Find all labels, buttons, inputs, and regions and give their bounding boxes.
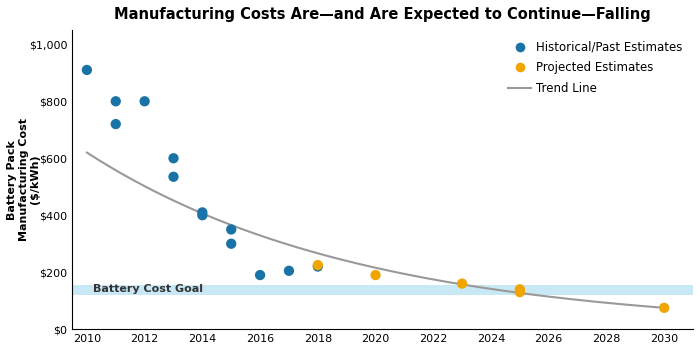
- Point: [456, 281, 468, 286]
- Point: [659, 305, 670, 311]
- Point: [110, 99, 121, 104]
- Point: [284, 268, 295, 273]
- Point: [312, 264, 323, 269]
- Point: [110, 121, 121, 127]
- Point: [514, 286, 526, 292]
- Legend: Historical/Past Estimates, Projected Estimates, Trend Line: Historical/Past Estimates, Projected Est…: [503, 36, 687, 100]
- Point: [255, 272, 266, 278]
- Point: [81, 67, 92, 73]
- Title: Manufacturing Costs Are—and Are Expected to Continue—Falling: Manufacturing Costs Are—and Are Expected…: [114, 7, 651, 22]
- Y-axis label: Battery Pack
Manufacturing Cost
($/kWh): Battery Pack Manufacturing Cost ($/kWh): [7, 118, 40, 241]
- Point: [168, 155, 179, 161]
- Point: [168, 174, 179, 180]
- Point: [139, 99, 150, 104]
- Point: [225, 227, 237, 232]
- Point: [197, 210, 208, 215]
- Point: [197, 212, 208, 218]
- Point: [514, 289, 526, 295]
- Point: [225, 241, 237, 246]
- Bar: [73, 285, 693, 295]
- Point: [370, 272, 381, 278]
- Text: Battery Cost Goal: Battery Cost Goal: [92, 284, 203, 294]
- Point: [312, 262, 323, 268]
